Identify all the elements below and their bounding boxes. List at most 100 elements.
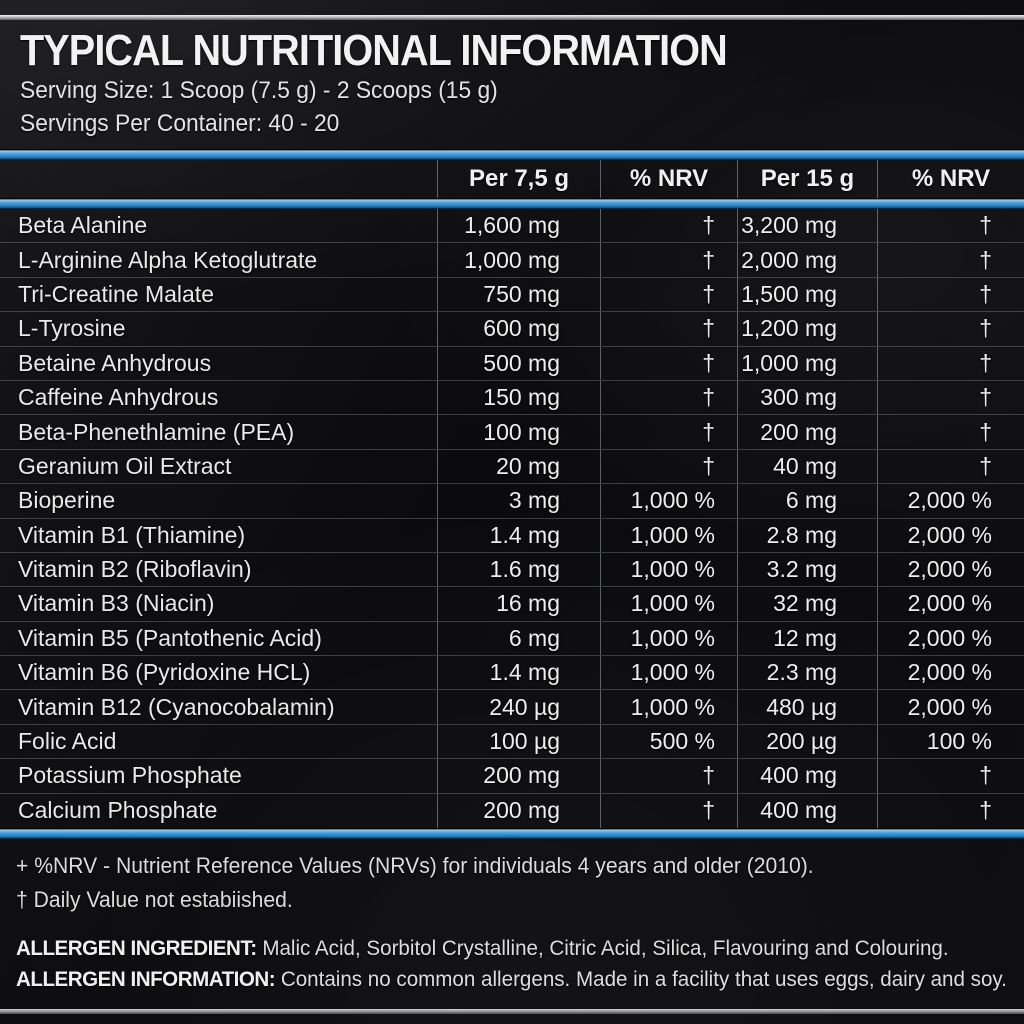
table-row: L-Arginine Alpha Ketoglutrate 1,000 mg † 2,…: [0, 243, 1024, 278]
value-nrv-7-5g: †: [600, 380, 737, 415]
nutrient-name: Calcium Phosphate: [18, 797, 218, 824]
value-nrv-15g: †: [877, 346, 1024, 380]
column-header-per-7-5g: Per 7,5 g: [437, 160, 600, 198]
nutrient-name: Vitamin B12 (Cyanocobalamin): [18, 693, 335, 720]
table-row: Beta Alanine 1,600 mg † 3,200 mg †: [0, 209, 1024, 244]
value-per-15g: 400 mg: [737, 759, 877, 793]
nutrient-name: Beta-Phenethlamine (PEA): [18, 418, 295, 445]
value-nrv-15g: †: [877, 793, 1024, 829]
accent-bar-below-header: [0, 198, 1024, 209]
value-per-7-5g: 3 mg: [437, 484, 600, 518]
nutrient-name: Folic Acid: [18, 728, 117, 755]
table-row: Caffeine Anhydrous 150 mg † 300 mg †: [0, 380, 1024, 416]
servings-per-container-text: Servings Per Container: 40 - 20: [20, 110, 340, 137]
nutrient-name: Vitamin B1 (Thiamine): [18, 521, 246, 548]
table-row: Tri-Creatine Malate 750 mg † 1,500 mg †: [0, 277, 1024, 313]
top-divider-bar: [0, 15, 1024, 20]
bottom-divider-bar: [0, 1009, 1024, 1015]
value-nrv-15g: †: [877, 380, 1024, 415]
value-nrv-15g: 2,000 %: [877, 656, 1024, 690]
value-nrv-7-5g: 1,000 %: [600, 518, 737, 552]
value-per-15g: 3.2 mg: [737, 552, 877, 587]
value-nrv-7-5g: 1,000 %: [600, 690, 737, 724]
value-nrv-15g: 2,000 %: [877, 552, 1024, 587]
footnote-daily-value: † Daily Value not estabiished.: [16, 887, 293, 913]
table-header-row: Per 7,5 g % NRV Per 15 g % NRV: [0, 160, 1024, 198]
footnotes: + %NRV - Nutrient Reference Values (NRVs…: [0, 839, 1024, 917]
value-nrv-15g: †: [877, 277, 1024, 312]
allergen-ingredient-label: ALLERGEN INGREDIENT:: [16, 937, 257, 961]
value-per-15g: 2,000 mg: [737, 243, 877, 277]
allergen-ingredient-line: ALLERGEN INGREDIENT: Malic Acid, Sorbito…: [16, 933, 988, 964]
value-nrv-7-5g: 1,000 %: [600, 656, 737, 690]
footnote-nrv: + %NRV - Nutrient Reference Values (NRVs…: [16, 853, 814, 879]
value-nrv-7-5g: †: [600, 759, 737, 793]
column-header-nutrient-blank: [0, 160, 437, 198]
value-nrv-7-5g: 500 %: [600, 724, 737, 759]
value-nrv-7-5g: †: [600, 243, 737, 277]
value-nrv-7-5g: †: [600, 312, 737, 346]
serving-size-text: Serving Size: 1 Scoop (7.5 g) - 2 Scoops…: [20, 77, 498, 104]
value-nrv-15g: †: [877, 759, 1024, 793]
nutrient-name: Geranium Oil Extract: [18, 452, 232, 479]
accent-bar-above-header: [0, 149, 1024, 160]
value-per-15g: 200 mg: [737, 415, 877, 449]
column-header-per-15g: Per 15 g: [737, 160, 877, 198]
table-row: Vitamin B3 (Niacin) 16 mg 1,000 % 32 mg 2,00…: [0, 587, 1024, 622]
value-per-7-5g: 1.4 mg: [437, 518, 600, 552]
value-nrv-7-5g: †: [600, 346, 737, 380]
value-per-15g: 12 mg: [737, 621, 877, 656]
value-nrv-15g: †: [877, 209, 1024, 243]
value-nrv-7-5g: †: [600, 793, 737, 829]
value-nrv-15g: 2,000 %: [877, 621, 1024, 656]
value-per-7-5g: 500 mg: [437, 346, 600, 380]
table-row: Bioperine 3 mg 1,000 % 6 mg 2,000 %: [0, 484, 1024, 519]
nutrient-name: Tri-Creatine Malate: [18, 280, 214, 307]
column-header-nrv-large: % NRV: [877, 160, 1024, 198]
value-nrv-15g: 2,000 %: [877, 484, 1024, 518]
label-header: TYPICAL NUTRITIONAL INFORMATION Serving …: [0, 20, 1024, 140]
nutrient-name: L-Tyrosine: [18, 315, 126, 342]
nutrient-name: Vitamin B2 (Riboflavin): [18, 556, 252, 583]
allergen-ingredient-text: Malic Acid, Sorbitol Crystalline, Citric…: [256, 937, 949, 961]
value-per-7-5g: 600 mg: [437, 312, 600, 346]
value-per-7-5g: 20 mg: [437, 449, 600, 484]
nutrient-name: Bioperine: [18, 487, 116, 514]
value-per-15g: 1,500 mg: [737, 277, 877, 312]
nutrient-name: Caffeine Anhydrous: [18, 384, 219, 411]
nutrient-name: Vitamin B6 (Pyridoxine HCL): [18, 659, 311, 686]
value-per-15g: 2.8 mg: [737, 518, 877, 552]
table-row: Beta-Phenethlamine (PEA) 100 mg † 200 mg †: [0, 415, 1024, 450]
value-nrv-7-5g: 1,000 %: [600, 552, 737, 587]
value-per-7-5g: 200 mg: [437, 793, 600, 829]
allergen-information-line: ALLERGEN INFORMATION: Contains no common…: [16, 964, 1007, 995]
table-row: Vitamin B6 (Pyridoxine HCL) 1.4 mg 1,000 %…: [0, 656, 1024, 691]
table-row: Vitamin B12 (Cyanocobalamin) 240 µg 1,000 …: [0, 690, 1024, 725]
nutrient-name: Vitamin B5 (Pantothenic Acid): [18, 624, 322, 651]
value-nrv-15g: 2,000 %: [877, 690, 1024, 724]
value-nrv-7-5g: †: [600, 277, 737, 312]
accent-bar-below-table: [0, 828, 1024, 840]
value-nrv-7-5g: 1,000 %: [600, 484, 737, 518]
nutrient-name: Vitamin B3 (Niacin): [18, 590, 215, 617]
value-nrv-15g: 2,000 %: [877, 518, 1024, 552]
value-per-7-5g: 240 µg: [437, 690, 600, 724]
value-per-7-5g: 16 mg: [437, 587, 600, 621]
table-row: L-Tyrosine 600 mg † 1,200 mg †: [0, 312, 1024, 347]
table-row: Geranium Oil Extract 20 mg † 40 mg †: [0, 449, 1024, 485]
value-per-15g: 3,200 mg: [737, 209, 877, 243]
value-nrv-15g: †: [877, 449, 1024, 484]
value-per-15g: 300 mg: [737, 380, 877, 415]
table-row: Vitamin B5 (Pantothenic Acid) 6 mg 1,000 %…: [0, 621, 1024, 657]
value-per-15g: 6 mg: [737, 484, 877, 518]
table-row: Betaine Anhydrous 500 mg † 1,000 mg †: [0, 346, 1024, 381]
value-per-7-5g: 750 mg: [437, 277, 600, 312]
value-per-15g: 480 µg: [737, 690, 877, 724]
nutrient-name: Beta Alanine: [18, 212, 148, 239]
value-per-7-5g: 1,600 mg: [437, 209, 600, 243]
value-nrv-15g: †: [877, 415, 1024, 449]
value-per-15g: 40 mg: [737, 449, 877, 484]
value-per-7-5g: 100 mg: [437, 415, 600, 449]
value-per-7-5g: 1.6 mg: [437, 552, 600, 587]
value-nrv-15g: 100 %: [877, 724, 1024, 759]
